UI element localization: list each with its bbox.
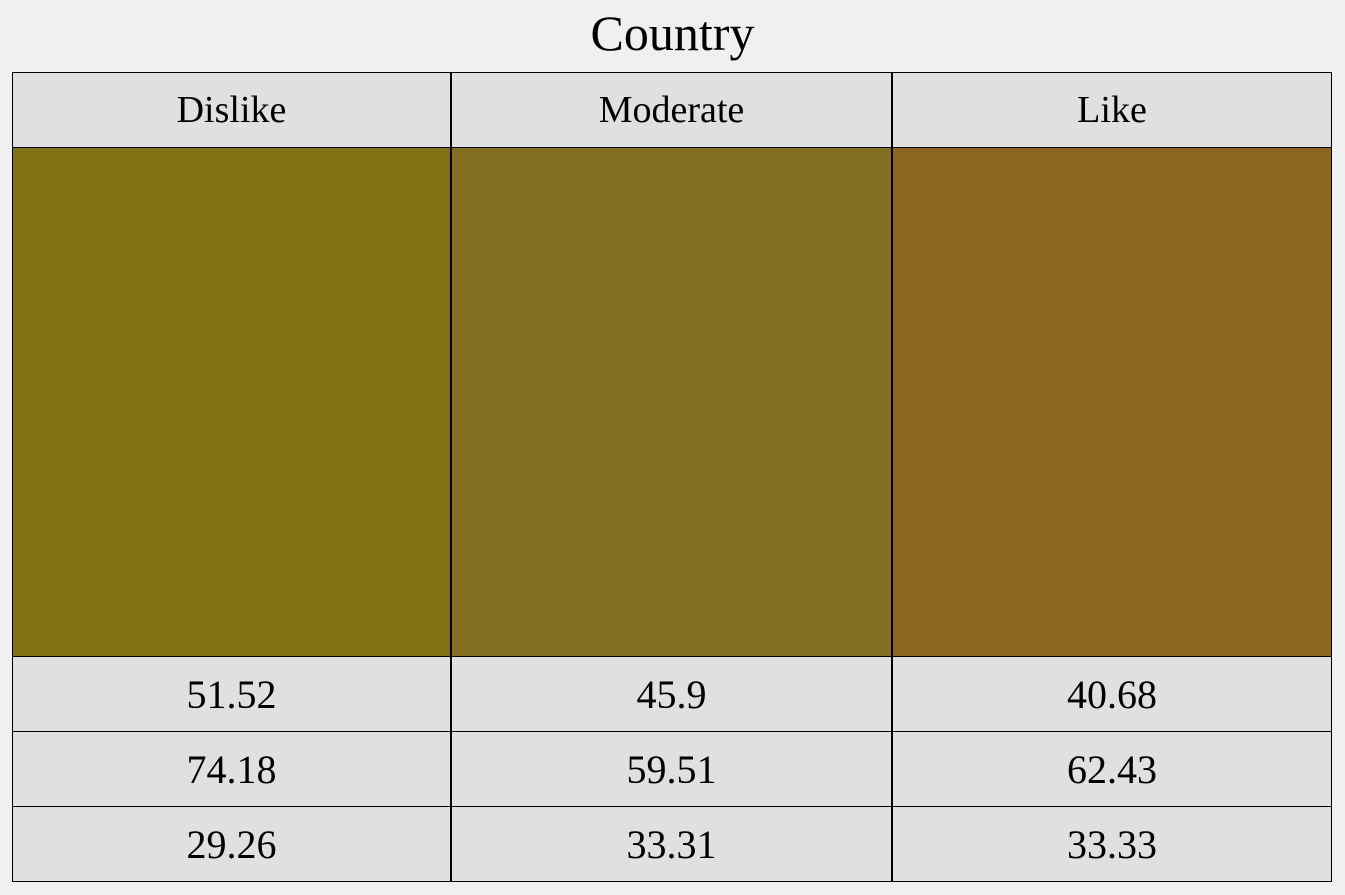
value-cell: 33.33	[893, 807, 1331, 881]
value-cell: 33.31	[452, 807, 893, 881]
value-cell: 29.26	[13, 807, 452, 881]
color-swatch-dislike	[13, 148, 452, 657]
column-header-like: Like	[893, 73, 1331, 148]
color-swatch-like	[893, 148, 1331, 657]
value-cell: 62.43	[893, 732, 1331, 807]
column-header-dislike: Dislike	[13, 73, 452, 148]
color-swatch-moderate	[452, 148, 893, 657]
value-cell: 74.18	[13, 732, 452, 807]
value-cell: 51.52	[13, 657, 452, 732]
value-cell: 59.51	[452, 732, 893, 807]
column-header-moderate: Moderate	[452, 73, 893, 148]
value-cell: 45.9	[452, 657, 893, 732]
page-title: Country	[590, 5, 755, 61]
color-table: Dislike Moderate Like 51.52 45.9 40.68 7…	[12, 72, 1332, 882]
value-cell: 40.68	[893, 657, 1331, 732]
